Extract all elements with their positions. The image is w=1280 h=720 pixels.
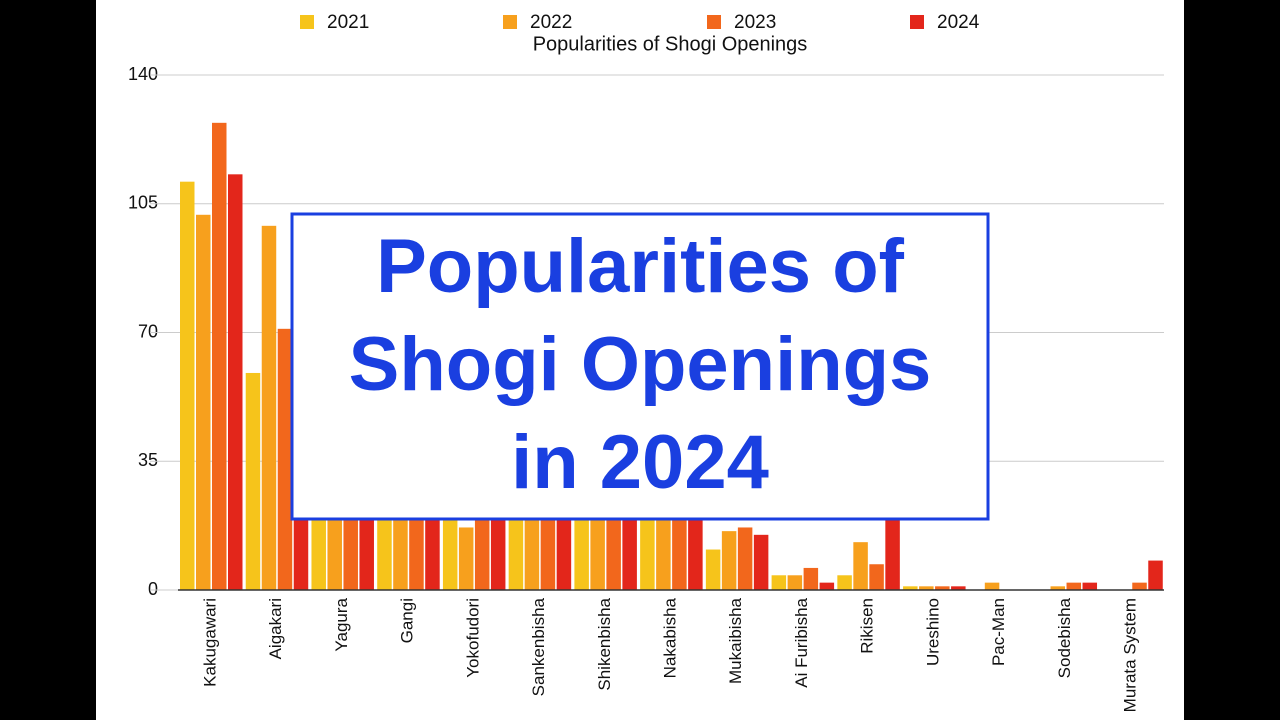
bar bbox=[1082, 582, 1098, 590]
bar bbox=[869, 564, 884, 590]
bar bbox=[228, 174, 243, 591]
legend-swatch bbox=[910, 15, 924, 29]
legend-swatch bbox=[503, 15, 517, 29]
bar bbox=[753, 534, 769, 590]
bar bbox=[277, 328, 293, 590]
legend-label: 2024 bbox=[937, 12, 980, 33]
plot: 0 35 70 105 140 2021 2022 2023 2024 Kakugawari Aig… bbox=[128, 12, 1164, 712]
x-tick-label: Sankenbisha bbox=[529, 597, 548, 696]
bar bbox=[490, 501, 506, 590]
y-tick-label: 105 bbox=[128, 193, 158, 213]
bar bbox=[771, 575, 787, 590]
y-tick-label: 0 bbox=[148, 579, 158, 599]
bar bbox=[919, 586, 934, 590]
x-tick-label: Mukaibisha bbox=[726, 597, 745, 684]
bar bbox=[212, 122, 227, 591]
bar bbox=[622, 498, 637, 590]
bar bbox=[721, 531, 737, 590]
bar bbox=[656, 509, 671, 590]
banner-line: Shogi Openings bbox=[349, 322, 932, 407]
bar bbox=[903, 586, 918, 590]
bar bbox=[935, 586, 950, 590]
bar bbox=[705, 549, 721, 590]
banner-line: Popularities of bbox=[376, 224, 905, 309]
bar bbox=[984, 582, 1000, 590]
bar bbox=[245, 372, 261, 590]
y-tick-label: 140 bbox=[128, 64, 158, 84]
bar bbox=[787, 575, 803, 590]
bar bbox=[853, 542, 868, 590]
x-tick-label: Aigakari bbox=[266, 598, 285, 659]
x-tick-label: Shikenbisha bbox=[595, 597, 614, 690]
bar bbox=[803, 567, 819, 590]
legend-swatch bbox=[707, 15, 721, 29]
bar bbox=[819, 582, 835, 590]
bar bbox=[458, 527, 474, 590]
bar bbox=[672, 512, 687, 590]
bar bbox=[1132, 582, 1147, 590]
x-tick-label: Pac-Man bbox=[989, 598, 1008, 666]
bar bbox=[1050, 586, 1066, 590]
x-tick-label: Yagura bbox=[332, 597, 351, 651]
x-tick-label: Sodebisha bbox=[1055, 597, 1074, 678]
bar bbox=[837, 575, 852, 590]
y-tick-label: 70 bbox=[138, 321, 158, 341]
legend-label: 2023 bbox=[734, 12, 776, 33]
bar bbox=[1148, 560, 1163, 590]
banner: Popularities of Shogi Openings in 2024 bbox=[290, 212, 990, 521]
bar bbox=[885, 498, 900, 590]
x-tick-label: Rikisen bbox=[858, 598, 877, 654]
bar bbox=[688, 516, 703, 590]
banner-line: in 2024 bbox=[511, 420, 769, 505]
x-tick-label: Kakugawari bbox=[200, 598, 219, 687]
bar bbox=[474, 509, 490, 590]
y-tick-label: 35 bbox=[138, 450, 158, 470]
bar bbox=[737, 527, 753, 590]
banner-box bbox=[290, 212, 990, 521]
bar bbox=[425, 498, 440, 590]
bar bbox=[261, 225, 277, 591]
bar bbox=[180, 181, 195, 590]
x-tick-label: Murata System bbox=[1121, 598, 1140, 712]
chart-title: Popularities of Shogi Openings bbox=[533, 33, 808, 55]
bar bbox=[442, 516, 458, 590]
bar bbox=[196, 214, 211, 591]
x-tick-label: Ai Furibisha bbox=[792, 597, 811, 687]
x-tick-label: Yokofudori bbox=[463, 598, 482, 678]
legend-label: 2022 bbox=[530, 12, 572, 33]
bar bbox=[556, 498, 572, 590]
bar bbox=[951, 586, 966, 590]
x-tick-label: Nakabisha bbox=[660, 597, 679, 678]
x-tick-label: Ureshino bbox=[923, 598, 942, 666]
legend-label: 2021 bbox=[327, 12, 369, 33]
x-tick-label: Gangi bbox=[398, 598, 417, 643]
bar bbox=[640, 516, 655, 590]
legend-swatch bbox=[300, 15, 314, 29]
bar bbox=[1066, 582, 1082, 590]
